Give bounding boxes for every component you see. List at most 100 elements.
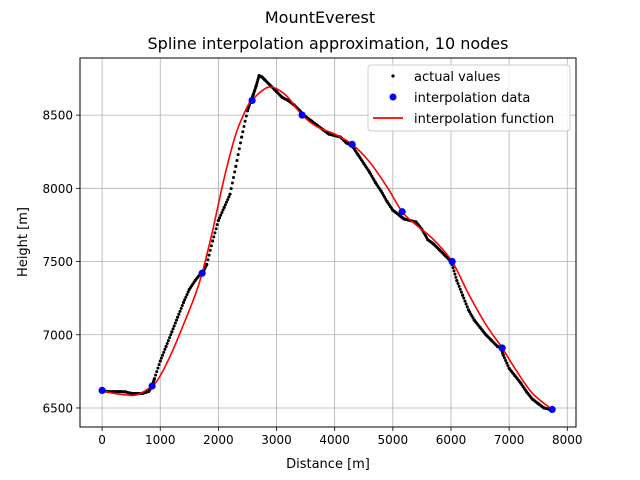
actual-value-point (243, 119, 247, 123)
legend-box (367, 64, 571, 132)
actual-value-point (454, 275, 458, 279)
actual-value-point (229, 187, 233, 191)
actual-value-point (230, 181, 234, 185)
actual-value-point (463, 299, 467, 303)
actual-value-point (219, 213, 223, 217)
actual-value-point (179, 306, 183, 310)
actual-value-point (464, 302, 468, 306)
actual-value-point (166, 339, 170, 343)
actual-value-point (240, 135, 244, 139)
actual-value-point (168, 336, 172, 340)
actual-value-point (178, 309, 182, 313)
interpolation-node-marker (98, 386, 106, 394)
interpolation-node-marker (498, 344, 506, 352)
actual-value-point (456, 282, 460, 285)
actual-value-point (223, 203, 227, 207)
interpolation-node-marker (298, 111, 306, 119)
actual-value-point (504, 359, 508, 363)
actual-value-point (452, 269, 456, 273)
actual-value-point (161, 353, 165, 357)
interpolation-function-line (101, 86, 553, 411)
actual-value-point (501, 353, 505, 357)
actual-value-point (244, 114, 248, 118)
actual-value-point (237, 147, 241, 151)
actual-value-point (457, 284, 461, 288)
actual-value-point (238, 141, 242, 145)
actual-value-point (228, 192, 232, 196)
actual-value-point (453, 272, 457, 276)
actual-value-point (185, 293, 189, 297)
actual-value-point (157, 363, 161, 367)
figure-suptitle: MountEverest (265, 8, 375, 27)
interpolation-node-marker (348, 140, 356, 148)
actual-value-point (222, 205, 226, 209)
actual-value-point (205, 262, 209, 267)
legend-marker-actual-values (391, 74, 395, 78)
actual-value-point (215, 223, 219, 227)
actual-value-point (162, 350, 166, 354)
interpolation-node-marker (248, 96, 256, 105)
actual-value-point (225, 200, 229, 204)
actual-value-point (227, 195, 231, 199)
actual-value-point (164, 344, 168, 349)
actual-value-point (216, 218, 220, 223)
actual-value-point (506, 364, 510, 368)
actual-value-point (462, 296, 466, 300)
actual-value-point (455, 278, 459, 283)
interpolation-node-marker (398, 208, 406, 216)
x-tick-label: 2000 (203, 433, 234, 447)
actual-value-point (206, 258, 210, 262)
actual-value-point (152, 377, 157, 381)
actual-value-point (465, 305, 469, 309)
actual-value-point (505, 361, 509, 365)
actual-value-point (177, 312, 181, 316)
legend-label-actual-values: actual values (414, 70, 501, 85)
actual-value-point (221, 208, 225, 212)
actual-value-point (154, 373, 158, 377)
actual-value-point (173, 321, 177, 325)
actual-value-point (242, 125, 246, 129)
x-tick-label: 1000 (145, 433, 176, 447)
interpolation-node-marker (198, 269, 206, 277)
actual-value-point (459, 290, 463, 294)
actual-value-point (175, 318, 179, 322)
actual-value-point (210, 239, 215, 243)
interpolation-node-marker (548, 405, 556, 414)
x-tick-label: 0 (98, 433, 106, 447)
y-tick-label: 7500 (42, 255, 73, 269)
actual-value-point (158, 359, 162, 363)
actual-value-point (214, 227, 218, 231)
actual-value-point (180, 303, 184, 307)
x-axis-label: Distance [m] (286, 457, 370, 472)
actual-value-point (241, 130, 245, 134)
actual-value-point (234, 164, 238, 168)
x-tick-label: 8000 (552, 433, 583, 447)
actual-value-point (208, 248, 212, 252)
actual-value-point (458, 287, 462, 291)
actual-value-point (176, 315, 180, 319)
actual-value-point (213, 231, 217, 235)
x-tick-label: 7000 (494, 433, 525, 447)
actual-value-point (184, 295, 188, 299)
plot-frame (79, 57, 577, 428)
actual-value-point (156, 366, 160, 370)
actual-value-point (159, 356, 163, 360)
interpolation-node-marker (148, 382, 156, 390)
actual-value-point (169, 333, 173, 337)
legend: actual values interpolation data interpo… (367, 64, 571, 132)
actual-value-point (218, 216, 222, 220)
actual-value-point (212, 235, 216, 239)
legend-label-interpolation-function: interpolation function (414, 112, 554, 127)
legend-marker-interpolation-data (389, 93, 397, 101)
y-tick-label: 6500 (42, 401, 73, 415)
actual-value-point (170, 330, 174, 334)
actual-value-point (236, 153, 240, 157)
actual-value-point (207, 253, 211, 257)
y-axis-label: Height [m] (16, 207, 31, 277)
actual-value-point (235, 159, 239, 162)
interpolation-node-marker (448, 257, 456, 266)
actual-value-point (451, 266, 455, 270)
actual-value-point (171, 327, 175, 331)
actual-value-point (163, 347, 167, 351)
